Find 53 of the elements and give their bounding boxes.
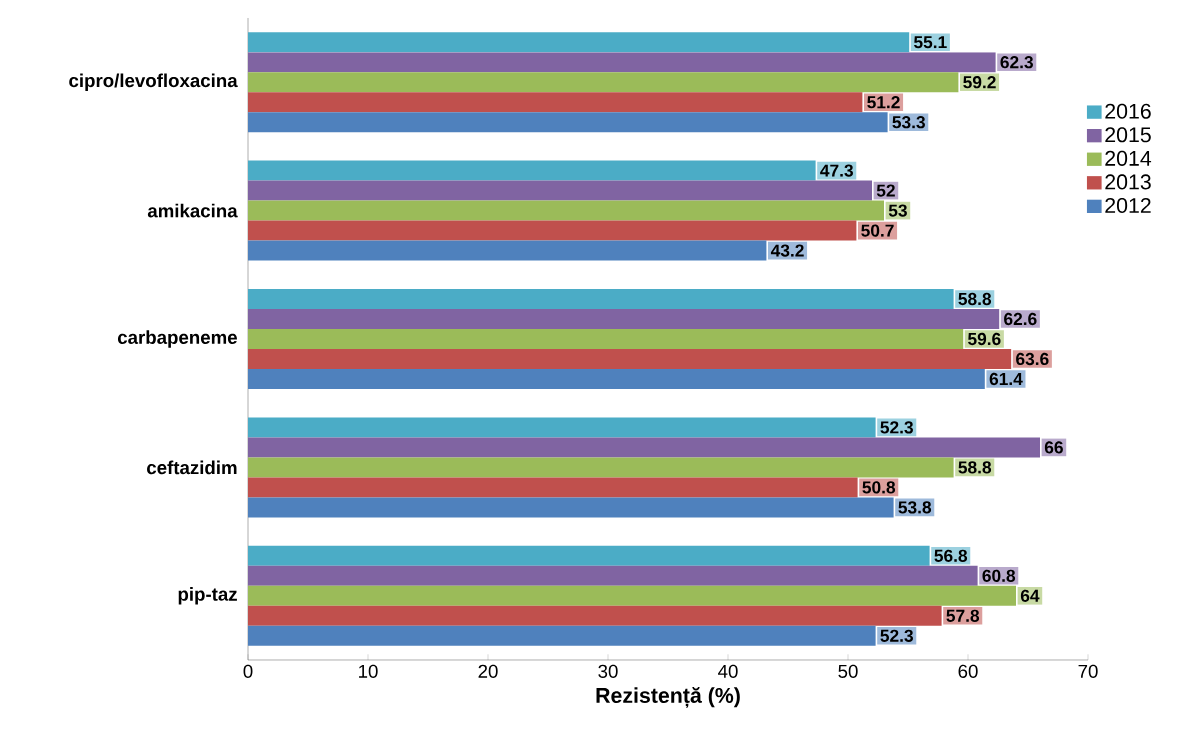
data-label: 62.6 <box>1004 312 1037 326</box>
data-label: 59.6 <box>968 332 1001 346</box>
data-label: 63.6 <box>1016 352 1049 366</box>
data-label: 52.3 <box>880 629 913 642</box>
y-tick-label: carbapeneme <box>117 330 237 348</box>
bar <box>248 545 930 566</box>
x-tick-label: 70 <box>1078 664 1098 678</box>
x-tick-label: 30 <box>598 664 618 678</box>
bar <box>248 497 894 518</box>
x-tick-label: 20 <box>478 664 498 678</box>
data-label: 52.3 <box>880 421 913 434</box>
bar <box>248 457 954 478</box>
x-axis-title: Rezistență (%) <box>596 687 740 708</box>
data-label: 50.7 <box>861 224 894 237</box>
data-label: 50.8 <box>862 481 896 494</box>
data-label: 66 <box>1044 441 1063 454</box>
legend-label: 2016 <box>1105 103 1151 119</box>
data-label: 53.8 <box>898 501 932 514</box>
bar <box>248 289 954 309</box>
data-label: 53.3 <box>892 116 925 129</box>
x-tick-label: 40 <box>718 664 738 678</box>
data-label: 51.2 <box>867 96 900 109</box>
data-label: 58.8 <box>958 292 992 306</box>
bar <box>248 477 858 498</box>
data-label: 61.4 <box>989 372 1023 386</box>
data-label: 60.8 <box>982 569 1016 582</box>
data-label: 57.8 <box>946 609 980 622</box>
data-label: 53 <box>888 204 907 217</box>
legend-label: 2013 <box>1105 174 1151 190</box>
data-label: 62.3 <box>1000 56 1033 69</box>
x-tick-label: 60 <box>958 664 978 678</box>
data-label: 56.8 <box>934 549 968 562</box>
x-tick-label: 10 <box>359 664 378 678</box>
data-label: 43.2 <box>770 244 804 257</box>
data-label: 55.1 <box>914 36 947 49</box>
y-tick-label: ceftazidim <box>147 460 237 475</box>
legend-label: 2014 <box>1105 150 1152 166</box>
legend-label: 2012 <box>1105 197 1151 214</box>
data-label: 59.2 <box>963 76 996 89</box>
data-label: 47.3 <box>820 164 853 177</box>
bar <box>248 585 1016 606</box>
legend-label: 2015 <box>1105 127 1151 143</box>
y-tick-label: pip-taz <box>178 587 237 605</box>
bar <box>248 605 942 626</box>
y-tick-label: amikacina <box>147 203 238 218</box>
data-label: 52 <box>876 184 895 197</box>
x-tick-label: 50 <box>838 664 858 678</box>
bar <box>248 565 978 586</box>
bar <box>248 369 985 389</box>
x-tick-label: 0 <box>243 664 253 678</box>
data-label: 64 <box>1020 589 1040 602</box>
data-label: 58.8 <box>958 461 992 474</box>
y-tick-label: cipro/levofloxacina <box>69 73 238 91</box>
